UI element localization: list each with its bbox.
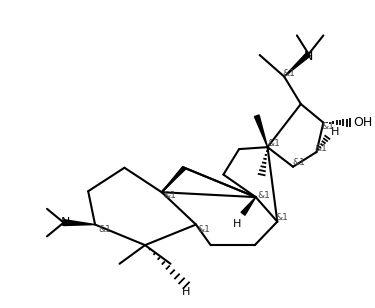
Text: &1: &1: [163, 191, 176, 200]
Text: &1: &1: [314, 144, 327, 153]
Text: &1: &1: [267, 139, 280, 148]
Polygon shape: [241, 197, 256, 215]
Text: H: H: [233, 219, 242, 229]
Text: &1: &1: [98, 225, 111, 234]
Text: &1: &1: [197, 225, 210, 234]
Text: OH: OH: [354, 116, 373, 129]
Text: N: N: [61, 216, 70, 229]
Text: H: H: [182, 287, 190, 297]
Polygon shape: [63, 220, 95, 225]
Text: N: N: [304, 50, 313, 63]
Polygon shape: [162, 166, 186, 192]
Text: &1: &1: [322, 122, 335, 131]
Text: H: H: [331, 128, 339, 137]
Text: &1: &1: [276, 213, 289, 222]
Text: &1: &1: [257, 191, 270, 200]
Text: &1: &1: [283, 69, 296, 78]
Polygon shape: [254, 115, 267, 147]
Text: &1: &1: [292, 158, 305, 167]
Polygon shape: [284, 52, 310, 77]
